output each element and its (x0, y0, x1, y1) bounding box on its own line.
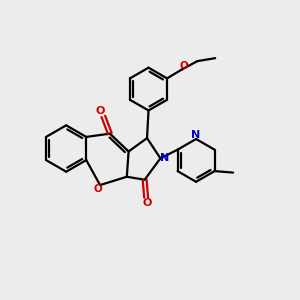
Text: O: O (142, 199, 152, 208)
Text: N: N (160, 153, 169, 163)
Text: N: N (191, 130, 201, 140)
Text: O: O (96, 106, 105, 116)
Text: O: O (180, 61, 189, 71)
Text: O: O (93, 184, 102, 194)
